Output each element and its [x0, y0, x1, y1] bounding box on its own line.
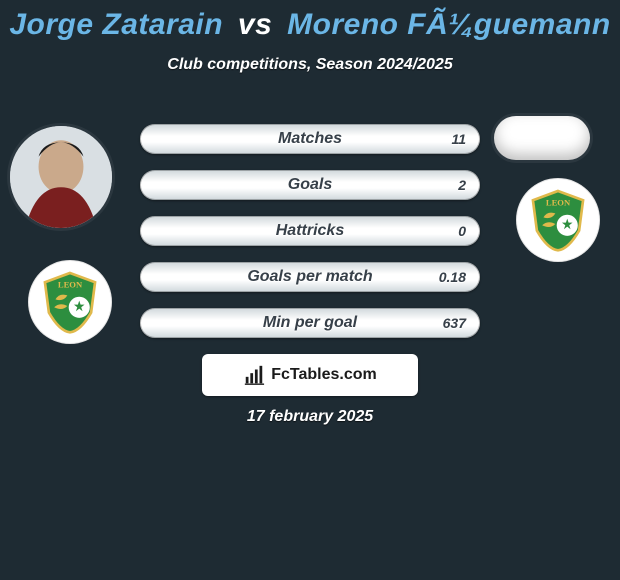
stat-row: Goals 2	[140, 170, 480, 200]
stat-row: Hattricks 0	[140, 216, 480, 246]
player1-avatar	[10, 126, 112, 228]
bar-chart-icon	[243, 364, 265, 386]
stat-right-value: 0.18	[439, 262, 466, 292]
player-silhouette-icon	[10, 126, 112, 228]
site-label: FcTables.com	[271, 366, 377, 384]
stat-label: Matches	[140, 124, 480, 154]
page-title: Jorge Zatarain vs Moreno FÃ¼guemann	[0, 0, 620, 42]
stat-row: Matches 11	[140, 124, 480, 154]
stat-row: Goals per match 0.18	[140, 262, 480, 292]
site-badge: FcTables.com	[202, 354, 418, 396]
comparison-card: Jorge Zatarain vs Moreno FÃ¼guemann Club…	[0, 0, 620, 580]
stat-right-value: 2	[458, 170, 466, 200]
player2-club-badge: LEON	[516, 178, 600, 262]
club-shield-icon: LEON	[525, 187, 591, 253]
stat-right-value: 637	[443, 308, 466, 338]
stats-container: Matches 11 Goals 2 Hattricks 0 Goals per…	[140, 124, 480, 354]
stat-right-value: 0	[458, 216, 466, 246]
date-label: 17 february 2025	[0, 408, 620, 426]
club-name-text: LEON	[58, 279, 83, 289]
title-player1: Jorge Zatarain	[9, 8, 223, 41]
player2-avatar	[494, 116, 590, 160]
stat-right-value: 11	[451, 124, 466, 154]
club-shield-icon: LEON	[37, 269, 103, 335]
stat-label: Min per goal	[140, 308, 480, 338]
subtitle: Club competitions, Season 2024/2025	[0, 56, 620, 74]
player1-club-badge: LEON	[28, 260, 112, 344]
stat-label: Goals per match	[140, 262, 480, 292]
title-vs: vs	[238, 8, 272, 41]
stat-label: Goals	[140, 170, 480, 200]
club-name-text: LEON	[546, 197, 571, 207]
stat-label: Hattricks	[140, 216, 480, 246]
stat-row: Min per goal 637	[140, 308, 480, 338]
title-player2: Moreno FÃ¼guemann	[287, 8, 611, 41]
